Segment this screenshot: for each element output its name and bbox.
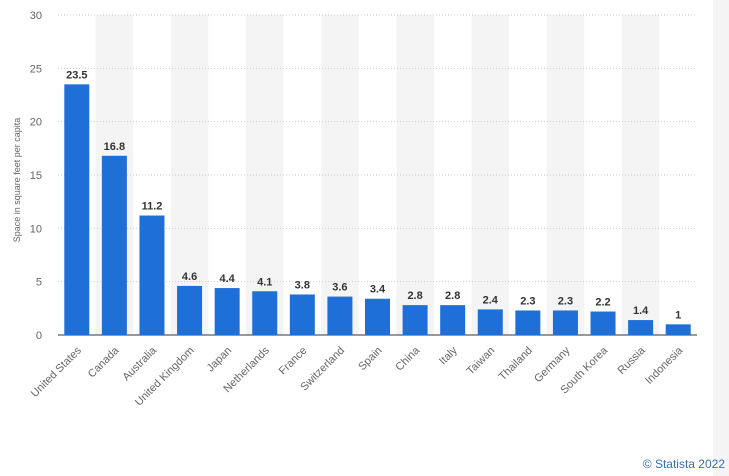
bars	[64, 84, 691, 335]
bar[interactable]	[64, 84, 90, 335]
bar[interactable]	[402, 305, 428, 335]
value-label: 11.2	[142, 201, 163, 213]
bar[interactable]	[477, 309, 503, 335]
category-label: Japan	[205, 345, 235, 375]
category-label: Spain	[356, 345, 384, 373]
bar[interactable]	[628, 320, 654, 335]
value-label: 23.5	[66, 69, 87, 81]
bar[interactable]	[590, 311, 616, 335]
value-label: 4.6	[182, 271, 197, 283]
value-label: 2.3	[520, 295, 535, 307]
value-label: 2.2	[595, 297, 610, 309]
value-label: 1.4	[633, 305, 649, 317]
value-label: 2.8	[407, 290, 422, 302]
bar[interactable]	[440, 305, 466, 335]
value-label: 3.6	[332, 282, 347, 294]
bar[interactable]	[365, 298, 390, 335]
bar[interactable]	[252, 291, 278, 335]
bar[interactable]	[214, 288, 240, 335]
bar[interactable]	[665, 324, 691, 335]
bar[interactable]	[515, 310, 541, 335]
y-tick-label: 10	[30, 223, 42, 235]
y-tick-label: 25	[30, 63, 42, 75]
y-tick-label: 20	[30, 117, 42, 129]
bar[interactable]	[289, 294, 315, 335]
category-label: Taiwan	[465, 345, 498, 378]
category-label: Indonesia	[643, 344, 686, 387]
statista-credit[interactable]: © Statista 2022	[642, 457, 725, 471]
value-label: 2.3	[558, 295, 573, 307]
bar[interactable]	[101, 155, 127, 335]
y-tick-label: 30	[30, 10, 42, 22]
category-label: Thailand	[497, 345, 535, 383]
category-label: Australia	[120, 344, 159, 383]
category-label: Canada	[86, 344, 122, 380]
category-label: China	[393, 344, 422, 373]
category-label: Russia	[615, 344, 648, 377]
bar[interactable]	[552, 310, 578, 335]
category-label: France	[277, 345, 310, 378]
value-label: 2.4	[483, 294, 499, 306]
value-label: 3.8	[295, 279, 310, 291]
bar[interactable]	[139, 215, 165, 335]
y-tick-label: 5	[36, 277, 42, 289]
y-tick-label: 15	[30, 170, 42, 182]
value-labels: 23.5 16.8 11.2 4.6 4.4 4.1 3.8 3.6 3.4 2.8 2.8 2.4 2…	[66, 69, 681, 321]
bar[interactable]	[327, 296, 353, 335]
value-label: 1	[675, 309, 681, 321]
value-label: 3.4	[370, 284, 386, 296]
bar[interactable]	[177, 285, 203, 335]
y-tick-label: 0	[36, 330, 42, 342]
scrollbar[interactable]	[713, 0, 729, 476]
value-label: 2.8	[445, 290, 460, 302]
category-label: Italy	[437, 344, 460, 367]
value-label: 4.1	[257, 276, 272, 288]
y-axis-label: Space in square feet per capita	[12, 118, 22, 243]
value-label: 4.4	[219, 273, 235, 285]
value-label: 16.8	[104, 141, 125, 153]
y-axis-ticks: 0 5 10 15 20 25 30	[30, 10, 42, 342]
category-label: United States	[29, 344, 85, 400]
